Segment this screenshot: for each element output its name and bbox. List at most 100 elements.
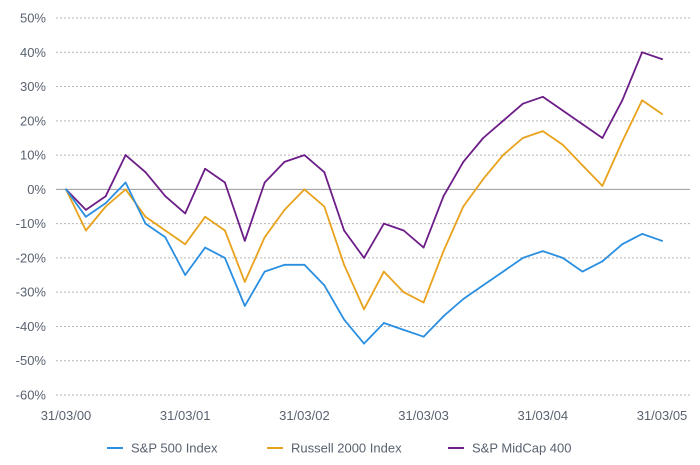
data-point (343, 263, 345, 266)
legend-russell-2000: Russell 2000 Index (267, 441, 402, 456)
data-point (204, 215, 207, 218)
russell-2000-line (65, 99, 663, 311)
data-point (561, 109, 564, 112)
data-point (641, 51, 643, 54)
data-point (383, 322, 385, 324)
data-point (263, 236, 266, 239)
y-tick-label: -30% (16, 285, 47, 300)
legend-sp500: S&P 500 Index (107, 441, 218, 456)
data-point (561, 257, 564, 259)
y-tick-label: -60% (16, 388, 47, 403)
data-point (224, 181, 226, 184)
data-point (164, 195, 167, 198)
data-point (184, 243, 187, 246)
data-point (581, 164, 584, 167)
data-point (442, 315, 445, 318)
x-axis-ticks: 31/03/00 31/03/01 31/03/02 31/03/03 31/03/04… (41, 408, 688, 423)
y-tick-label: -20% (16, 250, 47, 265)
data-point (522, 257, 524, 259)
data-point (283, 263, 286, 266)
y-tick-label: 10% (20, 148, 46, 163)
data-point (85, 215, 87, 218)
data-point (104, 195, 107, 198)
x-tick-label: 31/03/02 (279, 408, 330, 423)
x-tick-label: 31/03/04 (517, 408, 568, 423)
x-tick-label: 31/03/03 (398, 408, 449, 423)
data-point (561, 143, 564, 146)
data-point (581, 270, 584, 273)
data-point (641, 99, 643, 102)
data-point (621, 140, 624, 143)
data-point (224, 257, 226, 259)
data-point (283, 209, 286, 211)
data-point (243, 281, 246, 283)
data-point (124, 154, 127, 157)
data-point (422, 301, 425, 304)
data-point (164, 229, 167, 232)
data-point (462, 161, 465, 163)
data-point (661, 58, 663, 60)
sp500-line (65, 181, 663, 345)
y-tick-label: 40% (20, 45, 46, 60)
y-tick-label: 0% (27, 182, 46, 197)
data-point (402, 229, 405, 232)
y-tick-label: 20% (20, 113, 46, 128)
data-point (323, 284, 326, 287)
data-point (363, 257, 365, 259)
legend-label: Russell 2000 Index (291, 441, 402, 456)
data-point (402, 329, 405, 331)
data-point (383, 270, 385, 273)
data-point (383, 222, 385, 225)
data-point (482, 137, 485, 139)
data-point (303, 154, 306, 157)
data-point (482, 178, 485, 181)
y-tick-label: 50% (20, 11, 46, 26)
data-point (402, 291, 405, 294)
data-point (243, 239, 246, 242)
data-point (522, 102, 524, 105)
data-point (601, 137, 604, 139)
data-point (283, 161, 286, 163)
y-tick-label: -50% (16, 353, 47, 368)
data-point (641, 233, 643, 235)
data-point (85, 209, 87, 211)
data-point (422, 246, 425, 249)
data-point (621, 243, 624, 246)
x-tick-label: 31/03/01 (160, 408, 211, 423)
legend-midcap-400: S&P MidCap 400 (448, 441, 572, 456)
data-point (502, 154, 504, 157)
data-point (422, 335, 425, 338)
data-point (85, 229, 87, 232)
legend-label: S&P 500 Index (131, 441, 218, 456)
y-tick-label: -10% (16, 216, 47, 231)
data-point (323, 171, 326, 174)
legend: S&P 500 Index Russell 2000 Index S&P MidCa… (107, 441, 572, 456)
data-point (263, 270, 266, 273)
data-point (144, 215, 147, 218)
data-point (601, 260, 604, 263)
data-point (661, 113, 663, 115)
data-point (144, 222, 147, 225)
data-point (363, 342, 365, 345)
data-point (442, 250, 445, 253)
data-point (104, 202, 107, 205)
data-point (541, 95, 544, 98)
x-tick-label: 31/03/00 (41, 408, 92, 423)
data-point (482, 284, 485, 287)
data-point (303, 188, 306, 191)
data-point (124, 181, 127, 184)
data-point (581, 123, 584, 126)
data-point (363, 308, 365, 311)
data-point (462, 298, 465, 300)
data-point (124, 188, 127, 191)
data-point (184, 274, 187, 276)
data-point (323, 205, 326, 208)
series-lines (65, 51, 663, 345)
gridlines (56, 17, 690, 396)
data-point (263, 181, 266, 184)
data-point (541, 130, 544, 133)
data-point (164, 236, 167, 239)
data-point (343, 318, 345, 321)
data-point (601, 185, 604, 187)
